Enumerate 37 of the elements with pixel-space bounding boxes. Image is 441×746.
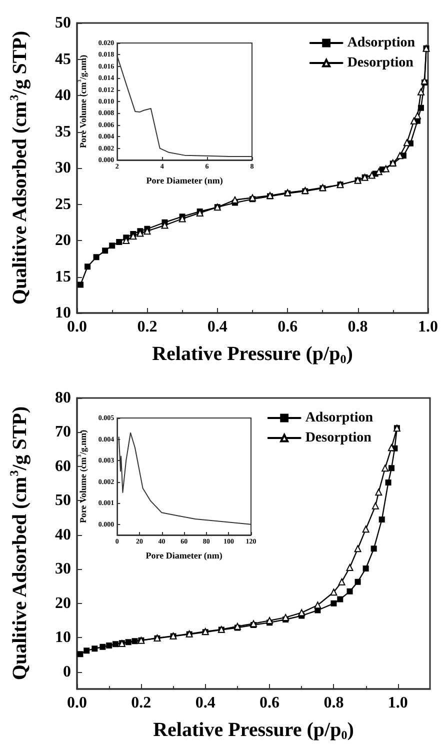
y-tick-label: 60	[55, 458, 71, 475]
y-axis-title: Qualitive Adsorbed (cm3/g STP)	[7, 30, 31, 305]
y-tick-label: 45	[55, 50, 71, 68]
y-tick-label: 25	[55, 196, 71, 213]
x-tick-label: 0.0	[67, 318, 87, 336]
x-tick-label: 0.8	[324, 694, 344, 712]
x-tick-label: 0.8	[348, 318, 368, 336]
x-axis-title: Pore Diameter (nm)	[146, 176, 223, 186]
y-tick-label: 50	[55, 492, 71, 510]
y-tick-label: 10	[55, 629, 71, 646]
y-tick-label: 30	[55, 160, 71, 176]
x-tick-label: 0.6	[260, 694, 280, 712]
legend-label: Adsorption	[305, 410, 374, 426]
x-tick-label: 0.6	[278, 318, 298, 336]
y-tick-label: 40	[55, 87, 71, 104]
y-axis-title: Qualitive Adsorbed (cm3/g STP)	[7, 406, 31, 680]
y-tick-label: 35	[55, 123, 71, 140]
x-tick-label: 1.0	[388, 694, 408, 712]
y-tick-label: 20	[55, 232, 71, 249]
legend-label: Desorption	[347, 56, 414, 70]
x-tick-label: 1.0	[418, 318, 438, 336]
y-tick-label: 10	[55, 304, 71, 322]
y-tick-label: 70	[55, 424, 71, 441]
x-tick-label: 0.4	[207, 318, 228, 336]
y-tick-label: 20	[55, 594, 71, 612]
legend-label: Adsorption	[347, 36, 416, 50]
y-tick-label: 80	[55, 390, 71, 406]
x-tick-label: 0.2	[137, 318, 158, 336]
y-tick-label: 50	[55, 14, 71, 32]
y-tick-label: 30	[55, 560, 71, 578]
x-tick-label: 0.2	[131, 694, 152, 712]
x-tick-label: 0.0	[67, 694, 87, 712]
legend-label: Desorption	[305, 430, 372, 446]
y-tick-label: 0	[63, 663, 71, 680]
x-axis-title: Pore Diameter (nm)	[146, 550, 222, 560]
y-tick-label: 15	[55, 268, 71, 286]
x-tick-label: 0.4	[195, 694, 216, 712]
